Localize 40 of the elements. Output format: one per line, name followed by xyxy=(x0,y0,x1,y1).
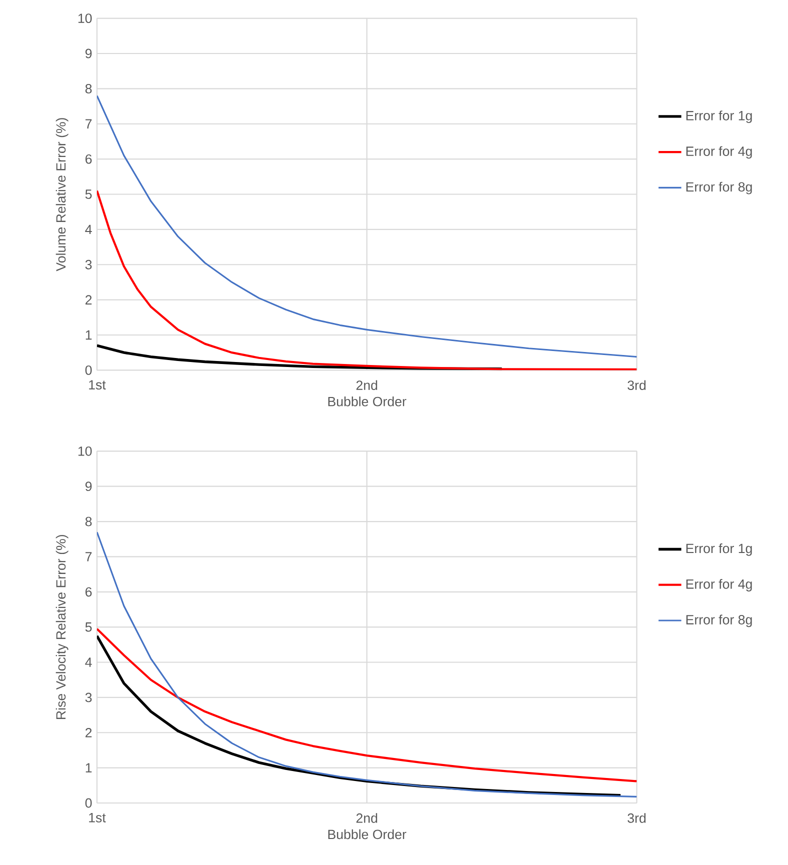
y-tick-label: 0 xyxy=(86,365,92,375)
x-axis-title: Bubble Order xyxy=(328,396,406,406)
y-tick-label: 2 xyxy=(86,295,92,304)
line-series xyxy=(97,531,637,798)
y-tick-label: 10 xyxy=(78,446,92,456)
y-tick-label: 5 xyxy=(86,190,92,199)
y-tick-label: 4 xyxy=(85,658,92,667)
y-tick-label: 6 xyxy=(86,587,92,597)
line-series xyxy=(97,190,637,370)
y-tick-label: 6 xyxy=(86,154,92,164)
legend-label: Error for 4g xyxy=(686,146,752,159)
y-tick-label: 8 xyxy=(86,84,92,94)
y-tick-label: 1 xyxy=(86,763,92,772)
y-axis-title: Rise Velocity Relative Error (%) xyxy=(56,534,68,719)
y-tick-label: 5 xyxy=(86,622,92,632)
legend-label: Error for 1g xyxy=(686,110,752,123)
legend-label: Error for 1g xyxy=(686,543,752,556)
y-axis-title: Volume Relative Error (%) xyxy=(56,118,68,272)
x-tick-label: 2nd xyxy=(356,380,378,390)
x-tick-label: 2nd xyxy=(356,813,378,823)
legend-label: Error for 8g xyxy=(686,182,752,194)
x-axis-title: Bubble Order xyxy=(328,829,406,840)
y-tick-label: 3 xyxy=(86,260,92,270)
y-tick-label: 4 xyxy=(85,224,92,234)
y-tick-label: 8 xyxy=(86,516,92,526)
y-tick-label: 1 xyxy=(86,330,92,340)
x-tick-label: 1st xyxy=(89,813,106,822)
y-tick-label: 3 xyxy=(86,692,92,702)
y-tick-label: 10 xyxy=(78,14,92,24)
y-tick-label: 0 xyxy=(86,798,92,808)
legend-label: Error for 8g xyxy=(686,614,752,628)
y-tick-label: 7 xyxy=(86,119,92,128)
y-tick-label: 9 xyxy=(86,482,92,492)
legend-label: Error for 4g xyxy=(686,579,752,592)
x-tick-label: 3rd xyxy=(628,813,646,823)
x-tick-label: 1st xyxy=(89,380,106,390)
y-tick-label: 9 xyxy=(86,48,92,58)
y-tick-label: 7 xyxy=(86,552,92,562)
x-tick-label: 3rd xyxy=(628,380,646,390)
y-tick-label: 2 xyxy=(86,728,92,738)
